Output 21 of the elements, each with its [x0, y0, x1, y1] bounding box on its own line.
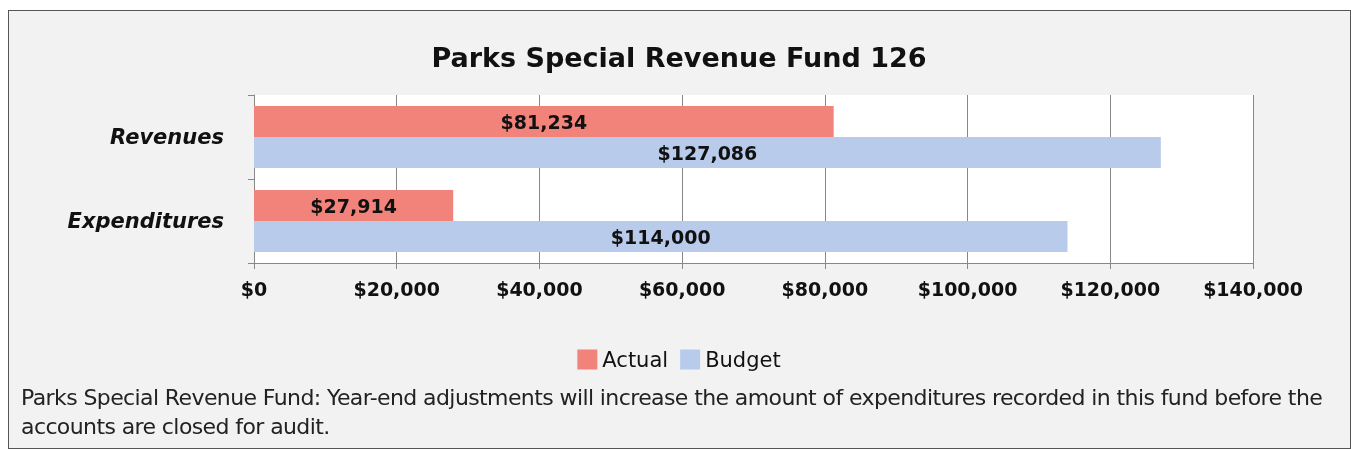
x-tick-label: $40,000: [496, 277, 583, 300]
data-label: $81,234: [500, 110, 588, 133]
x-tick-label: $80,000: [781, 277, 869, 300]
chart-title: Parks Special Revenue Fund 126: [431, 42, 927, 73]
x-tick-label: $0: [240, 277, 268, 300]
bar: [254, 106, 834, 137]
y-tick-label: Expenditures: [67, 209, 224, 233]
x-tick-label: $100,000: [917, 277, 1018, 300]
bar: [254, 221, 1068, 252]
legend-label: Budget: [705, 347, 781, 372]
data-label: $127,086: [657, 141, 758, 164]
legend-label: Actual: [602, 347, 669, 372]
x-tick-label: $120,000: [1060, 277, 1161, 300]
x-tick-label: $60,000: [638, 277, 726, 300]
text: Parks Special Revenue Fund: Year-end adjustments will increase the amount of expenditures recorded in this fund before the accounts are closed for audit.: [21, 384, 1324, 441]
data-label: $27,914: [310, 194, 397, 217]
y-tick-label: Revenues: [110, 125, 224, 149]
data-label: $114,000: [610, 225, 711, 248]
x-tick-label: $20,000: [353, 277, 440, 300]
bar: [254, 137, 1161, 168]
x-tick-label: $140,000: [1203, 277, 1303, 300]
